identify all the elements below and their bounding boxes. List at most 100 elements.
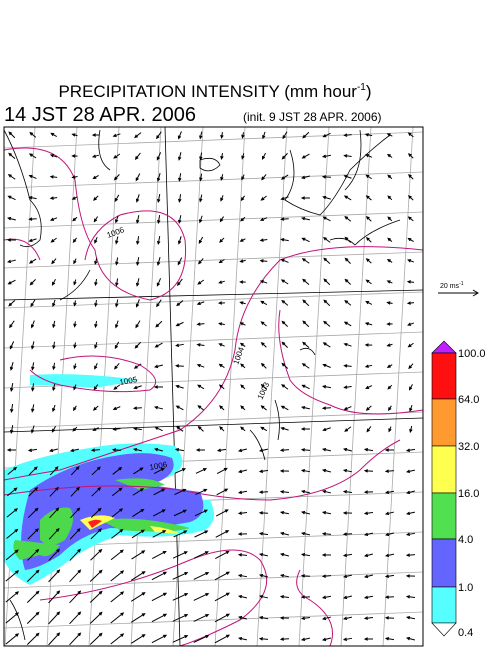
wind-arrow — [178, 173, 182, 182]
wind-arrow — [261, 152, 266, 160]
wind-arrow — [302, 299, 310, 307]
wind-arrow — [323, 320, 331, 327]
wind-arrow — [114, 320, 119, 329]
wind-arrow — [281, 341, 289, 349]
wind-arrow — [5, 549, 19, 561]
wind-arrow — [196, 364, 205, 368]
wind-arrow — [90, 448, 101, 452]
wind-arrow — [7, 195, 16, 201]
wind-arrow — [9, 320, 15, 329]
wind-arrow — [69, 569, 82, 583]
wind-arrow — [240, 426, 246, 432]
wind-arrow — [342, 616, 353, 621]
wind-arrow — [49, 154, 58, 158]
wind-arrow — [175, 384, 184, 389]
wind-arrow — [199, 173, 203, 182]
wind-arrow — [237, 574, 248, 578]
wind-arrow — [135, 320, 141, 329]
wind-arrow — [280, 405, 289, 411]
wind-arrow — [28, 486, 39, 497]
wind-arrow — [28, 217, 37, 221]
wind-arrow — [405, 574, 416, 578]
wind-arrow — [10, 425, 14, 435]
wind-arrow — [321, 175, 331, 179]
wind-arrow — [260, 321, 267, 327]
wind-arrow — [240, 405, 246, 411]
wind-arrow — [52, 341, 56, 350]
wind-arrow — [48, 569, 61, 583]
wind-arrow — [300, 574, 311, 578]
wind-arrow — [156, 235, 161, 246]
wind-arrow — [322, 216, 331, 222]
wind-arrow — [133, 385, 142, 390]
wind-reference-label: 20 ms-1 — [440, 281, 464, 290]
wind-arrow — [239, 342, 246, 347]
wind-arrow — [342, 511, 353, 515]
wind-arrow — [258, 511, 269, 515]
wind-arrow — [199, 131, 203, 140]
colorbar — [431, 340, 457, 637]
wind-arrow — [387, 237, 393, 243]
wind-arrow — [322, 637, 331, 642]
wind-arrow — [94, 237, 98, 244]
wind-arrow — [216, 467, 228, 475]
wind-arrow — [363, 490, 374, 494]
wind-arrow — [365, 301, 373, 305]
wind-arrow — [7, 216, 16, 221]
wind-arrow — [215, 509, 229, 517]
wind-arrow — [323, 299, 331, 307]
wind-arrow — [151, 592, 168, 602]
wind-arrow — [176, 426, 184, 432]
wind-arrow — [89, 569, 103, 582]
wind-arrow — [91, 154, 100, 158]
wind-arrow — [174, 488, 187, 495]
wind-arrow — [237, 594, 248, 599]
wind-arrow — [300, 616, 311, 620]
wind-arrow — [281, 320, 289, 327]
wind-arrow — [280, 426, 289, 431]
valid-time: 14 JST 28 APR. 2006 — [4, 104, 196, 126]
parallel — [4, 291, 423, 309]
parallel — [4, 171, 423, 189]
parallel — [4, 411, 423, 429]
parallel — [4, 289, 423, 301]
wind-arrow — [94, 299, 98, 308]
wind-arrow — [300, 637, 311, 642]
meridian — [256, 127, 288, 646]
wind-arrow — [134, 341, 142, 349]
wind-arrow — [177, 236, 182, 245]
wind-arrow — [301, 363, 310, 369]
wind-arrow — [259, 238, 268, 242]
wind-arrow — [279, 490, 290, 494]
wind-arrow — [132, 488, 145, 496]
wind-arrow — [72, 426, 78, 432]
wind-arrow — [172, 551, 188, 559]
wind-arrow — [260, 300, 268, 306]
wind-arrow — [49, 448, 59, 453]
wind-arrow — [280, 531, 290, 536]
wind-arrow — [366, 426, 372, 433]
wind-arrow — [197, 405, 205, 411]
wind-arrow — [31, 404, 35, 413]
wind-arrow — [195, 468, 208, 474]
wind-arrow — [280, 258, 289, 263]
wind-arrow — [279, 616, 290, 620]
wind-reference-text: 20 ms — [440, 283, 460, 290]
wind-arrow — [258, 469, 269, 473]
wind-arrow — [135, 278, 140, 287]
wind-arrow — [175, 364, 184, 368]
wind-arrow — [384, 448, 395, 452]
wind-arrow — [218, 343, 225, 347]
wind-arrow — [302, 131, 310, 139]
wind-arrow — [26, 611, 40, 624]
wind-arrow — [8, 299, 16, 307]
wind-arrow — [342, 553, 353, 557]
wind-arrow — [280, 174, 289, 180]
wind-arrow — [321, 489, 332, 494]
colorbar-label: 1.0 — [458, 582, 473, 594]
wind-arrow — [91, 487, 102, 497]
wind-arrow — [387, 384, 393, 390]
wind-arrow — [28, 153, 37, 159]
wind-arrow — [69, 590, 82, 604]
